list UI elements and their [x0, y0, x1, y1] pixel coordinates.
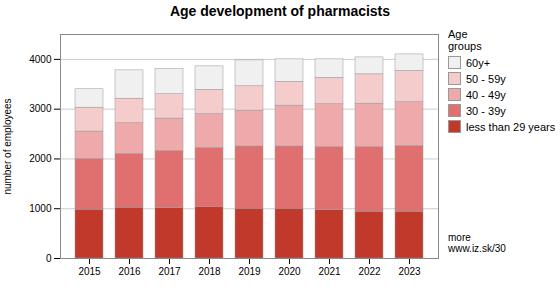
html-text:less than 29 years: less than 29 years — [466, 120, 556, 133]
svg-text:2000: 2000 — [29, 153, 52, 164]
svg-text:2015: 2015 — [78, 266, 101, 277]
svg-text:number of employees: number of employees — [2, 98, 13, 194]
html-text:more www.iz.sk/30: more www.iz.sk/30 — [448, 232, 506, 254]
svg-text:2021: 2021 — [318, 266, 341, 277]
svg-text:2018: 2018 — [198, 266, 221, 277]
svg-text:2022: 2022 — [358, 266, 381, 277]
svg-text:2016: 2016 — [118, 266, 141, 277]
svg-text:3000: 3000 — [29, 103, 52, 114]
svg-text:1000: 1000 — [29, 203, 52, 214]
svg-text:0: 0 — [46, 253, 52, 264]
svg-text:2023: 2023 — [398, 266, 421, 277]
html-text:Age groups: Age groups — [448, 28, 482, 52]
svg-text:2019: 2019 — [238, 266, 261, 277]
html-text:Age development of pharmacists: Age development of pharmacists — [169, 3, 391, 19]
html-text:50 - 59y: 50 - 59y — [466, 72, 506, 85]
svg-text:2017: 2017 — [158, 266, 181, 277]
svg-text:4000: 4000 — [29, 54, 52, 65]
html-text:30 - 39y: 30 - 39y — [466, 104, 506, 117]
html-text:60y+: 60y+ — [466, 56, 491, 69]
svg-text:2020: 2020 — [278, 266, 301, 277]
html-text:40 - 49y: 40 - 49y — [466, 88, 506, 101]
